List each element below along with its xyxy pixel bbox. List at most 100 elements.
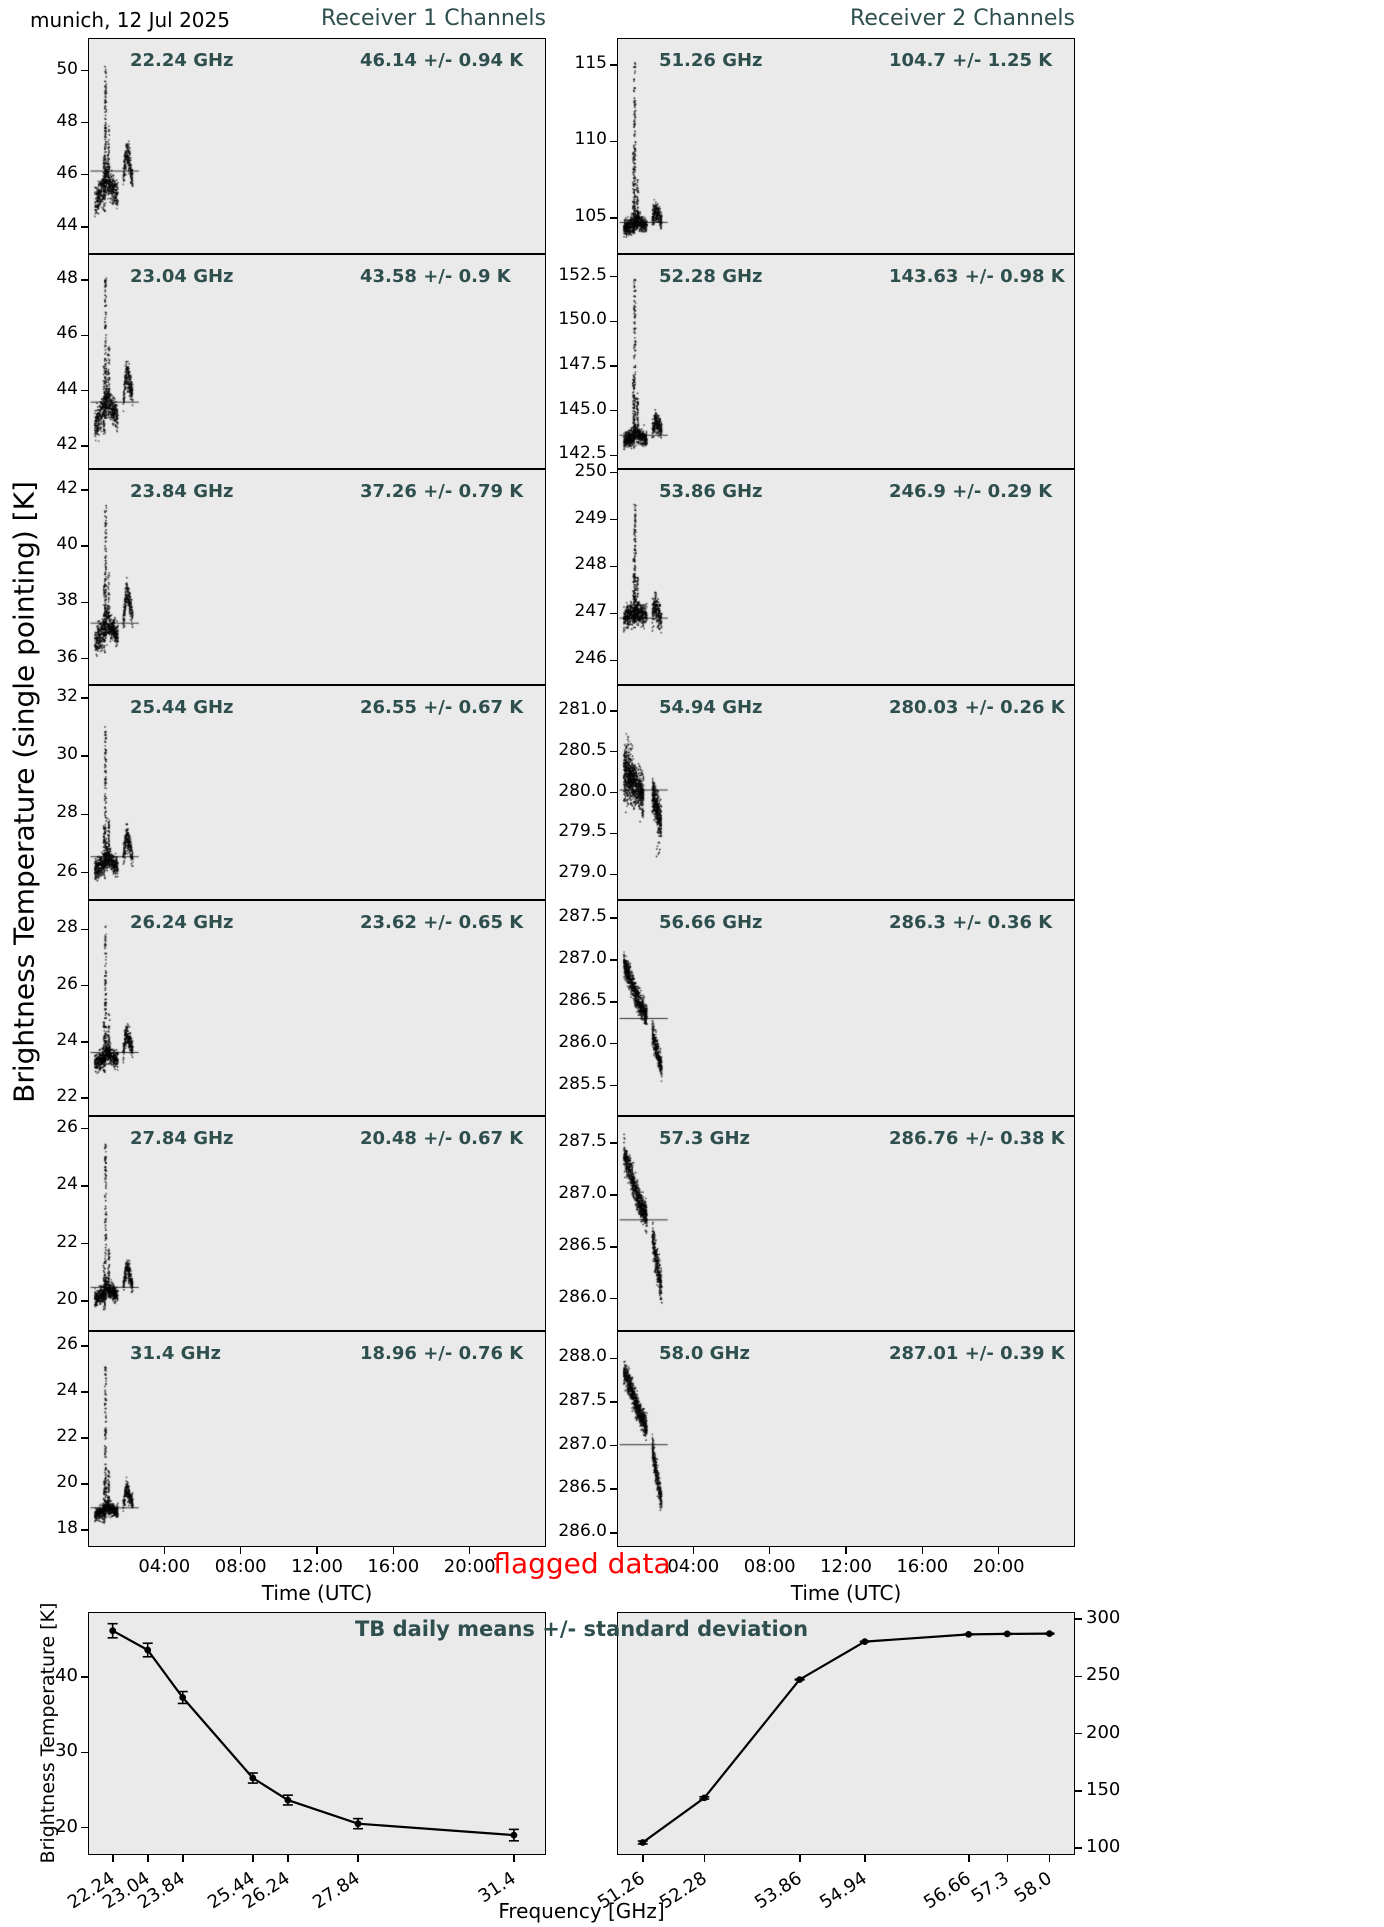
ytick-label: 48 [56, 268, 78, 288]
ytick-label: 30 [56, 744, 78, 765]
ytick-label: 20 [56, 1289, 78, 1310]
ytick-label: 286.0 [558, 1520, 607, 1541]
ytick-label: 24 [56, 1174, 78, 1195]
ytick-label: 46 [56, 323, 78, 344]
receiver1-title: Receiver 1 Channels [321, 6, 546, 31]
ytick-mark [81, 984, 88, 987]
stat-label: 286.3 +/- 0.36 K [889, 912, 1053, 933]
ytick-label: 287.0 [558, 947, 607, 968]
freq-label: 56.66 GHz [659, 912, 763, 933]
ytick-mark [81, 601, 88, 603]
ytick-mark [610, 873, 617, 875]
freq-label: 27.84 GHz [130, 1128, 234, 1149]
ytick-mark [81, 445, 88, 447]
ytick-mark [81, 226, 88, 228]
ytick-label: 48 [56, 110, 78, 131]
xtick-label: 08:00 [214, 1556, 267, 1577]
xtick-label: 20:00 [443, 1556, 496, 1577]
freq-label: 57.3 GHz [659, 1128, 750, 1149]
xtick-mark [163, 1547, 166, 1554]
ytick-label: 250 [1086, 1664, 1121, 1686]
ytick-mark [610, 1401, 617, 1403]
stat-label: 20.48 +/- 0.67 K [360, 1128, 524, 1149]
ytick-mark [81, 928, 88, 931]
xtick-mark [799, 1855, 801, 1862]
main-ylabel: Brightness Temperature (single pointing)… [7, 481, 41, 1103]
stat-label: 43.58 +/- 0.9 K [360, 266, 511, 287]
ts-panel-5666GHz [617, 900, 1075, 1116]
ytick-label: 152.5 [558, 264, 607, 285]
stat-label: 26.55 +/- 0.67 K [360, 697, 524, 718]
ts-scatter-canvas-5126GHz [618, 39, 1074, 253]
ytick-mark [610, 565, 617, 568]
ytick-mark [610, 1084, 617, 1087]
ytick-label: 115 [574, 53, 607, 74]
ts-scatter-canvas-5228GHz [618, 255, 1074, 468]
ytick-label: 42 [56, 477, 78, 498]
ytick-mark [610, 917, 617, 919]
ytick-label: 248 [574, 554, 607, 575]
xtick-mark [864, 1855, 866, 1862]
ytick-label: 100 [1086, 1836, 1121, 1858]
ytick-label: 287.5 [558, 906, 607, 926]
ytick-label: 286.5 [558, 989, 607, 1010]
ytick-mark [81, 545, 88, 547]
time-axis-label-receiver2: Time (UTC) [790, 1581, 902, 1605]
freq-label: 52.28 GHz [659, 266, 763, 287]
ytick-label: 287.0 [558, 1433, 607, 1454]
xtick-label: 12:00 [820, 1556, 872, 1577]
ytick-label: 300 [1086, 1606, 1121, 1628]
ytick-label: 26 [56, 860, 78, 881]
stat-label: 287.01 +/- 0.39 K [889, 1343, 1065, 1364]
ytick-mark [81, 657, 88, 660]
ts-panel-2624GHz [88, 900, 546, 1116]
ytick-label: 246 [574, 648, 607, 669]
ytick-label: 281.0 [558, 698, 607, 719]
ytick-label: 280.5 [558, 739, 607, 760]
ytick-mark [610, 1444, 617, 1447]
ytick-mark [81, 1242, 88, 1245]
summary-title: TB daily means +/- standard deviation [354, 1617, 809, 1641]
xtick-mark [468, 1547, 471, 1554]
receiver2-title: Receiver 2 Channels [850, 6, 1075, 31]
ytick-label: 30 [55, 1740, 78, 1762]
ts-panel-2304GHz [88, 254, 546, 469]
ytick-label: 286.5 [558, 1477, 607, 1498]
ytick-mark [81, 489, 88, 491]
ytick-mark [610, 659, 617, 662]
ytick-mark [610, 1488, 617, 1490]
ytick-mark [81, 173, 88, 176]
xtick-mark [513, 1855, 515, 1862]
ytick-mark [81, 697, 88, 699]
ytick-label: 110 [574, 129, 607, 150]
xtick-mark [1006, 1855, 1009, 1862]
freq-label: 22.24 GHz [130, 50, 234, 71]
ytick-mark [81, 1483, 88, 1485]
freq-label: 58.0 GHz [659, 1343, 750, 1364]
ytick-label: 249 [574, 507, 607, 528]
ts-panel-5494GHz [617, 685, 1075, 900]
ts-panel-5126GHz [617, 38, 1075, 254]
ytick-mark [81, 279, 88, 281]
ytick-mark [81, 1437, 88, 1439]
ytick-label: 26 [56, 1334, 78, 1354]
summary-plot-right [637, 1630, 1055, 1846]
summary-panel-left [88, 1612, 546, 1855]
ts-scatter-canvas-5494GHz [618, 686, 1074, 899]
ytick-label: 142.5 [558, 443, 607, 464]
ts-scatter-canvas-2784GHz [89, 1117, 545, 1330]
ytick-mark [610, 454, 617, 456]
ytick-label: 46 [56, 162, 78, 183]
ts-panel-2544GHz [88, 685, 546, 900]
flagged-data-label: flagged data [493, 1547, 671, 1580]
ytick-label: 32 [56, 685, 78, 706]
ytick-label: 26 [56, 1116, 78, 1137]
ytick-label: 22 [56, 1425, 78, 1446]
xtick-label: 04:00 [667, 1556, 720, 1577]
ytick-mark [81, 813, 88, 816]
ytick-mark [610, 471, 617, 474]
ts-panel-2224GHz [88, 38, 546, 254]
ts-panel-580GHz [617, 1331, 1075, 1547]
stat-label: 37.26 +/- 0.79 K [360, 481, 524, 502]
xtick-mark [692, 1547, 695, 1554]
